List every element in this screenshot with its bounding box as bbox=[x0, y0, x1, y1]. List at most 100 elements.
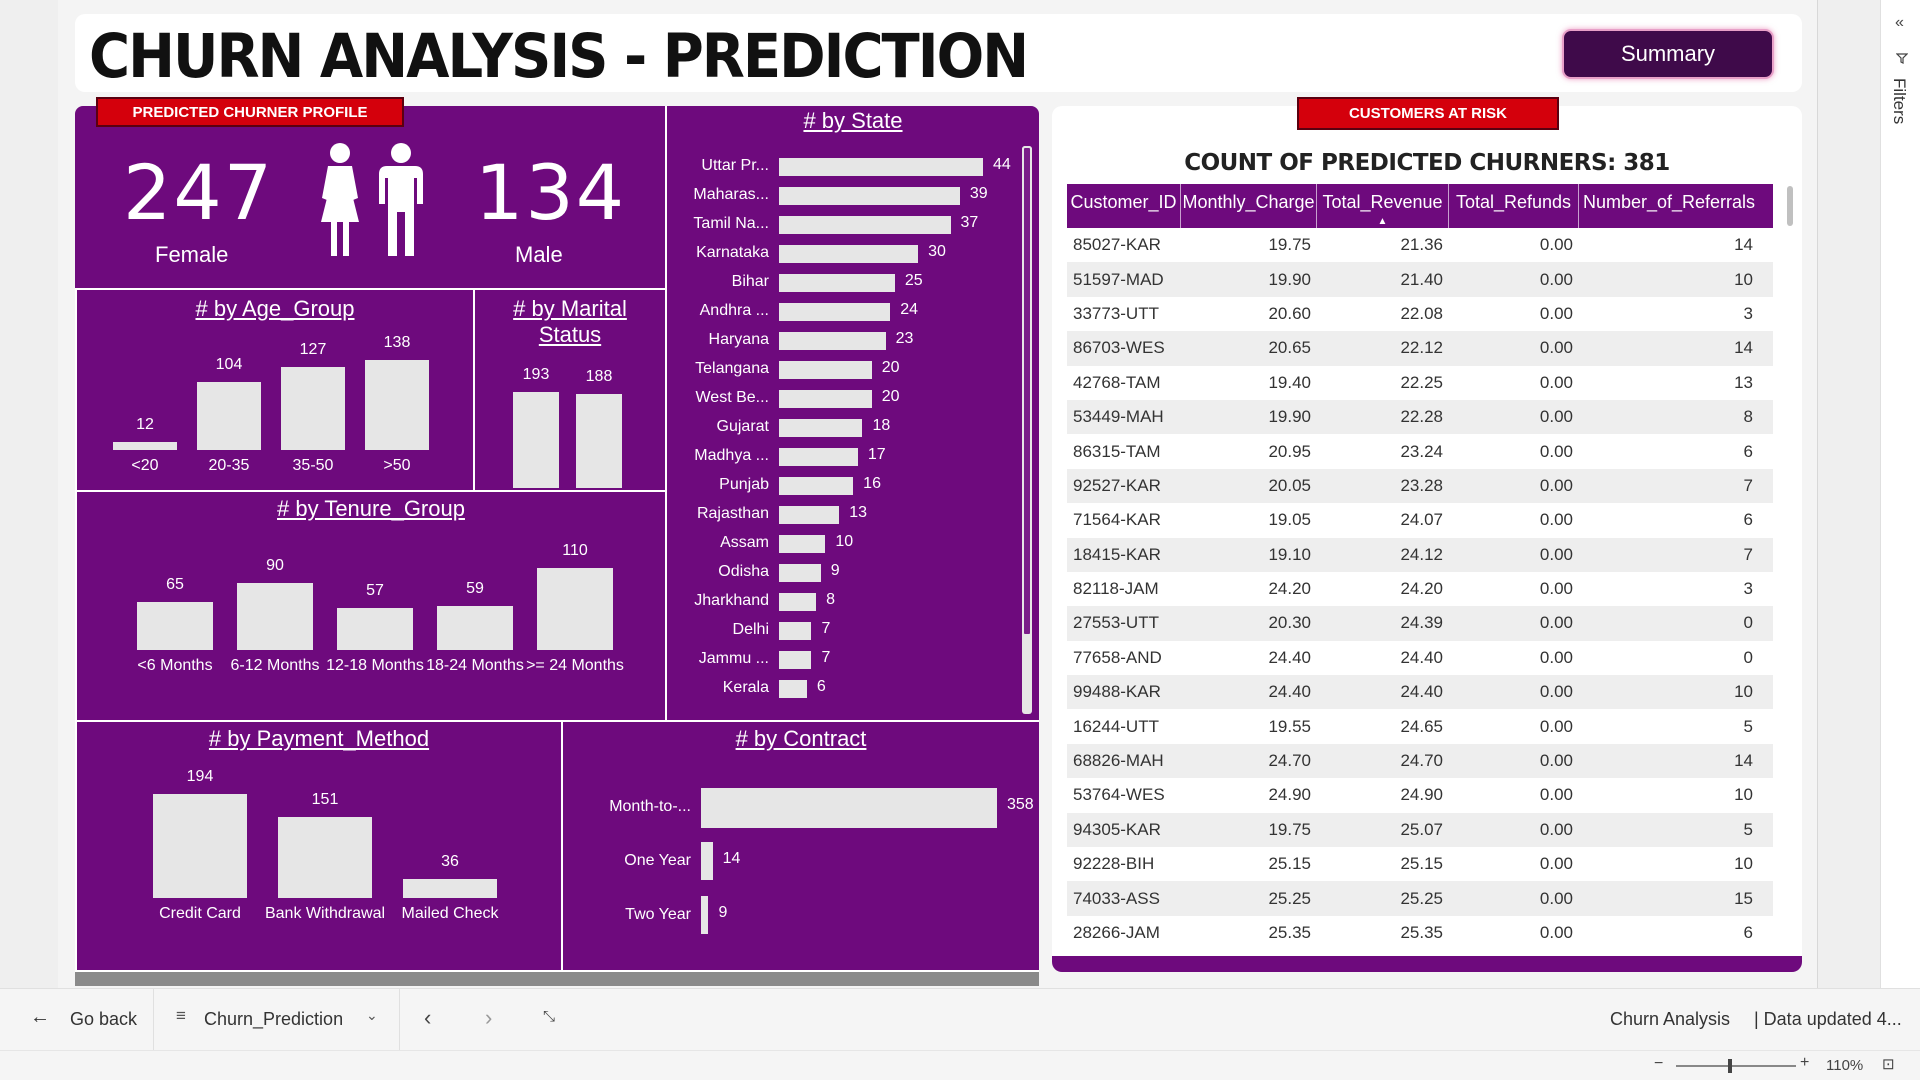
data-label: 44 bbox=[993, 156, 1011, 173]
table-cell: 0.00 bbox=[1539, 544, 1573, 564]
double-chevron-icon[interactable]: « bbox=[1895, 14, 1904, 31]
bar bbox=[701, 842, 713, 880]
table-cell: 15 bbox=[1734, 888, 1753, 908]
table-row[interactable]: 27553-UTT 20.30 24.39 0.00 0 bbox=[1067, 606, 1773, 641]
chevron-right-icon[interactable]: › bbox=[485, 1005, 493, 1030]
table-cell: 6 bbox=[1743, 923, 1753, 942]
table-cell: 7 bbox=[1743, 475, 1753, 495]
summary-button[interactable]: Summary bbox=[1562, 29, 1774, 79]
data-label: 57 bbox=[366, 581, 384, 599]
table-cell: 0.00 bbox=[1539, 269, 1573, 289]
table-cell: 19.75 bbox=[1268, 819, 1311, 839]
bar bbox=[537, 568, 613, 650]
zoom-slider-thumb[interactable] bbox=[1728, 1059, 1732, 1073]
state-scrollbar-thumb[interactable] bbox=[1022, 146, 1032, 636]
table-cell: 92527-KAR bbox=[1073, 475, 1161, 495]
table-cell: 85027-KAR bbox=[1073, 235, 1161, 255]
table-row[interactable]: 28266-JAM 25.35 25.35 0.00 6 bbox=[1067, 915, 1773, 951]
column-header[interactable]: Total_Refunds bbox=[1449, 184, 1579, 228]
table-row[interactable]: 92228-BIH 25.15 25.15 0.00 10 bbox=[1067, 847, 1773, 882]
table-cell: 19.40 bbox=[1268, 372, 1311, 392]
data-label: 104 bbox=[215, 356, 243, 374]
table-cell: 19.10 bbox=[1268, 544, 1311, 564]
payment-method-chart: # by Payment_Method 194 Credit Card 151 Ban… bbox=[75, 720, 563, 972]
bar bbox=[701, 896, 709, 934]
category-label: 20-35 bbox=[208, 457, 250, 474]
table-cell: 22.08 bbox=[1400, 303, 1443, 323]
collapse-icon[interactable]: ⤡ bbox=[543, 1008, 556, 1025]
male-count: 134 bbox=[475, 148, 627, 237]
table-row[interactable]: 74033-ASS 25.25 25.25 0.00 15 bbox=[1067, 881, 1773, 916]
filters-label[interactable]: Filters bbox=[1890, 78, 1909, 125]
go-back-button[interactable]: ← Go back bbox=[0, 989, 154, 1051]
zoom-in-button[interactable]: + bbox=[1800, 1054, 1810, 1071]
chevron-left-icon[interactable]: ‹ bbox=[424, 1005, 432, 1030]
table-row[interactable]: 68826-MAH 24.70 24.70 0.00 14 bbox=[1067, 743, 1773, 779]
table-row[interactable]: 51597-MAD 19.90 21.40 0.00 10 bbox=[1067, 262, 1773, 297]
bar bbox=[365, 360, 429, 450]
table-row[interactable]: 16244-UTT 19.55 24.65 0.00 5 bbox=[1067, 709, 1773, 744]
column-header[interactable]: Customer_ID bbox=[1067, 184, 1181, 228]
data-label: 65 bbox=[166, 575, 184, 593]
bar bbox=[576, 394, 622, 488]
bar bbox=[779, 187, 960, 205]
bar bbox=[113, 442, 177, 450]
table-cell: 0.00 bbox=[1539, 510, 1573, 530]
table-row[interactable]: 71564-KAR 19.05 24.07 0.00 6 bbox=[1067, 503, 1773, 538]
zoom-out-button[interactable]: − bbox=[1654, 1055, 1664, 1072]
table-row[interactable]: 99488-KAR 24.40 24.40 0.00 10 bbox=[1067, 675, 1773, 710]
table-cell: 0.00 bbox=[1539, 441, 1573, 461]
table-row[interactable]: 77658-AND 24.40 24.40 0.00 0 bbox=[1067, 640, 1773, 676]
bar bbox=[701, 788, 997, 828]
fit-page-icon[interactable]: ⊡ bbox=[1882, 1056, 1895, 1073]
zoom-slider[interactable] bbox=[1676, 1059, 1796, 1073]
table-title: COUNT OF PREDICTED CHURNERS: 381 bbox=[1184, 150, 1670, 176]
bar bbox=[779, 651, 812, 669]
table-row[interactable]: 85027-KAR 19.75 21.36 0.00 14 bbox=[1067, 228, 1773, 263]
table-row[interactable]: 53764-WES 24.90 24.90 0.00 10 bbox=[1067, 778, 1773, 813]
table-row[interactable]: 92527-KAR 20.05 23.28 0.00 7 bbox=[1067, 468, 1773, 504]
category-label: Mailed Check bbox=[401, 905, 499, 922]
column-header[interactable]: Total_Revenue ▲ bbox=[1317, 184, 1449, 228]
column-header[interactable]: Monthly_Charge bbox=[1181, 184, 1317, 228]
right-panel-footer bbox=[1052, 956, 1802, 972]
table-row[interactable]: 53449-MAH 19.90 22.28 0.00 8 bbox=[1067, 399, 1773, 435]
table-row[interactable]: 86703-WES 20.65 22.12 0.00 14 bbox=[1067, 331, 1773, 366]
category-label: 18-24 Months bbox=[426, 657, 524, 674]
category-label: Tamil Na... bbox=[693, 215, 769, 232]
state-scrollbar[interactable] bbox=[1022, 146, 1032, 714]
filter-icon[interactable] bbox=[1896, 52, 1908, 64]
page-selector[interactable]: ≡ Churn_Prediction ⌄ bbox=[154, 989, 400, 1051]
table-row[interactable]: 18415-KAR 19.10 24.12 0.00 7 bbox=[1067, 537, 1773, 572]
table-row[interactable]: 94305-KAR 19.75 25.07 0.00 5 bbox=[1067, 812, 1773, 848]
data-label: 193 bbox=[522, 366, 550, 383]
bar bbox=[779, 274, 895, 292]
table-row[interactable]: 33773-UTT 20.60 22.08 0.00 3 bbox=[1067, 296, 1773, 332]
data-label: 30 bbox=[928, 243, 946, 260]
bar bbox=[779, 390, 872, 408]
table-row[interactable]: 82118-JAM 24.20 24.20 0.00 3 bbox=[1067, 571, 1773, 607]
category-label: Haryana bbox=[708, 331, 769, 348]
data-label: 13 bbox=[849, 504, 868, 521]
filters-pane[interactable]: « Filters bbox=[1880, 0, 1920, 988]
table-row[interactable]: 42768-TAM 19.40 22.25 0.00 13 bbox=[1067, 365, 1773, 400]
category-label: Assam bbox=[720, 534, 769, 551]
bar bbox=[779, 216, 951, 234]
at-risk-table: Customer_ID Monthly_Charge Total_Revenue ▲ T… bbox=[1067, 184, 1773, 951]
table-cell: 27553-UTT bbox=[1073, 613, 1159, 633]
data-label: 23 bbox=[895, 330, 914, 347]
category-label: <6 Months bbox=[137, 657, 213, 674]
table-cell: 10 bbox=[1734, 682, 1753, 702]
table-cell: 0.00 bbox=[1539, 407, 1573, 427]
table-cell: 0.00 bbox=[1539, 682, 1573, 702]
page-list-icon: ≡ bbox=[176, 1006, 186, 1025]
bar bbox=[779, 535, 826, 553]
table-scrollbar[interactable] bbox=[1787, 186, 1793, 226]
column-header[interactable]: Number_of_Referrals bbox=[1582, 192, 1756, 212]
table-cell: 5 bbox=[1743, 716, 1753, 736]
category-label: Karnataka bbox=[696, 244, 769, 261]
table-cell: 24.90 bbox=[1268, 785, 1311, 805]
table-row[interactable]: 86315-TAM 20.95 23.24 0.00 6 bbox=[1067, 434, 1773, 469]
table-cell: 24.40 bbox=[1400, 682, 1443, 702]
table-cell: 25.25 bbox=[1268, 888, 1311, 908]
